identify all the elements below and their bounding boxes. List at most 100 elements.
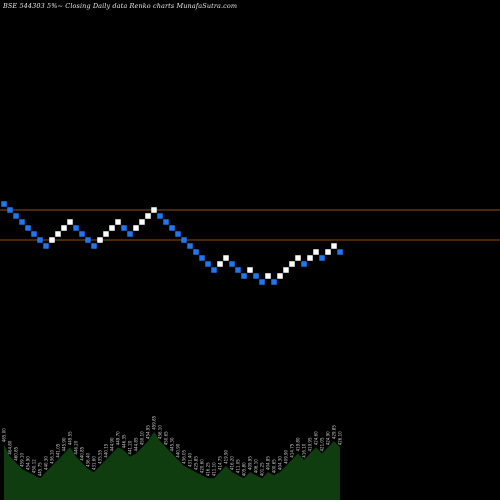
volume-label: 441.05 bbox=[56, 443, 61, 457]
volume-label: 440.15 bbox=[104, 443, 109, 457]
volume-label: 465.00 bbox=[2, 428, 7, 442]
volume-label: 419.95 bbox=[308, 437, 313, 451]
renko-brick-down bbox=[1, 201, 7, 207]
renko-brick-up bbox=[331, 243, 337, 249]
volume-label: 419.80 bbox=[296, 437, 301, 451]
renko-brick-down bbox=[25, 225, 31, 231]
renko-brick-down bbox=[187, 243, 193, 249]
renko-brick-down bbox=[43, 243, 49, 249]
volume-label: 411.10 bbox=[212, 462, 217, 476]
volume-label: 426.10 bbox=[338, 431, 343, 445]
renko-brick-down bbox=[163, 219, 169, 225]
renko-brick-down bbox=[229, 261, 235, 267]
volume-label: 445.90 bbox=[62, 437, 67, 451]
renko-brick-down bbox=[271, 279, 277, 285]
volume-label: 436.40 bbox=[86, 453, 91, 467]
renko-brick-up bbox=[151, 207, 157, 213]
volume-label: 404.30 bbox=[278, 456, 283, 470]
volume-label: 401.25 bbox=[260, 462, 265, 476]
renko-brick-down bbox=[205, 261, 211, 267]
volume-label: 409.95 bbox=[248, 456, 253, 470]
volume-label: 444.85 bbox=[134, 437, 139, 451]
renko-brick-down bbox=[157, 213, 163, 219]
volume-label: 445.75 bbox=[38, 462, 43, 476]
renko-brick-up bbox=[265, 273, 271, 279]
renko-brick-up bbox=[61, 225, 67, 231]
volume-label: 446.35 bbox=[122, 434, 127, 448]
volume-label: 446.20 bbox=[74, 440, 79, 454]
renko-brick-up bbox=[325, 249, 331, 255]
volume-label: 441.20 bbox=[128, 440, 133, 454]
volume-label: 425.85 bbox=[194, 456, 199, 470]
volume-label: 445.30 bbox=[170, 437, 175, 451]
volume-label: 414.75 bbox=[218, 456, 223, 470]
volume-label: 406.10 bbox=[254, 459, 259, 473]
volume-label: 419.90 bbox=[224, 449, 229, 463]
renko-brick-down bbox=[337, 249, 343, 255]
renko-brick-down bbox=[193, 249, 199, 255]
renko-brick-down bbox=[85, 237, 91, 243]
volume-label: 420.60 bbox=[200, 459, 205, 473]
renko-brick-down bbox=[175, 231, 181, 237]
renko-brick-up bbox=[307, 255, 313, 261]
volume-label: 424.60 bbox=[314, 431, 319, 445]
volume-label: 460.85 bbox=[14, 446, 19, 460]
volume-label: 454.95 bbox=[146, 425, 151, 439]
renko-brick-up bbox=[313, 249, 319, 255]
volume-label: 405.80 bbox=[242, 462, 247, 476]
volume-label: 431.40 bbox=[188, 453, 193, 467]
renko-brick-down bbox=[37, 237, 43, 243]
renko-brick-up bbox=[247, 267, 253, 273]
renko-brick-down bbox=[259, 279, 265, 285]
renko-brick-down bbox=[127, 231, 133, 237]
renko-brick-down bbox=[73, 225, 79, 231]
volume-label: 414.75 bbox=[290, 443, 295, 457]
volume-label: 464.80 bbox=[8, 440, 13, 454]
renko-brick-down bbox=[13, 213, 19, 219]
volume-label: 421.05 bbox=[320, 437, 325, 451]
volume-label: 444.90 bbox=[110, 437, 115, 451]
volume-label: 459.85 bbox=[152, 415, 157, 429]
volume-label: 416.25 bbox=[206, 462, 211, 476]
volume-label: 436.05 bbox=[182, 449, 187, 463]
renko-brick-up bbox=[103, 231, 109, 237]
renko-brick-down bbox=[7, 207, 13, 213]
renko-brick-down bbox=[253, 273, 259, 279]
renko-brick-up bbox=[49, 237, 55, 243]
renko-brick-down bbox=[181, 237, 187, 243]
renko-brick-up bbox=[109, 225, 115, 231]
chart-title: BSE 544303 5%~ Closing Daily data Renko … bbox=[3, 2, 238, 10]
renko-brick-up bbox=[289, 261, 295, 267]
renko-brick-down bbox=[301, 261, 307, 267]
renko-brick-down bbox=[199, 255, 205, 261]
volume-label: 440.30 bbox=[44, 456, 49, 470]
volume-area bbox=[4, 431, 340, 500]
renko-brick-up bbox=[283, 267, 289, 273]
volume-label: 424.90 bbox=[326, 431, 331, 445]
volume-label: 411.05 bbox=[236, 459, 241, 473]
renko-brick-up bbox=[55, 231, 61, 237]
renko-brick-up bbox=[133, 225, 139, 231]
volume-label: 449.70 bbox=[116, 431, 121, 445]
volume-label: 459.10 bbox=[20, 453, 25, 467]
renko-brick-up bbox=[295, 255, 301, 261]
renko-brick-down bbox=[19, 219, 25, 225]
volume-label: 454.90 bbox=[26, 456, 31, 470]
renko-brick-up bbox=[67, 219, 73, 225]
renko-brick-down bbox=[121, 225, 127, 231]
renko-brick-up bbox=[139, 219, 145, 225]
renko-brick-down bbox=[319, 255, 325, 261]
renko-brick-down bbox=[31, 231, 37, 237]
volume-label: 450.65 bbox=[164, 431, 169, 445]
renko-brick-down bbox=[169, 225, 175, 231]
volume-label: 440.85 bbox=[80, 446, 85, 460]
volume-label: 449.55 bbox=[68, 431, 73, 445]
renko-brick-down bbox=[211, 267, 217, 273]
volume-label: 450.10 bbox=[140, 431, 145, 445]
volume-label: 440.90 bbox=[176, 443, 181, 457]
renko-brick-up bbox=[115, 219, 121, 225]
renko-brick-up bbox=[145, 213, 151, 219]
volume-label: 456.10 bbox=[158, 425, 163, 439]
renko-brick-up bbox=[97, 237, 103, 243]
